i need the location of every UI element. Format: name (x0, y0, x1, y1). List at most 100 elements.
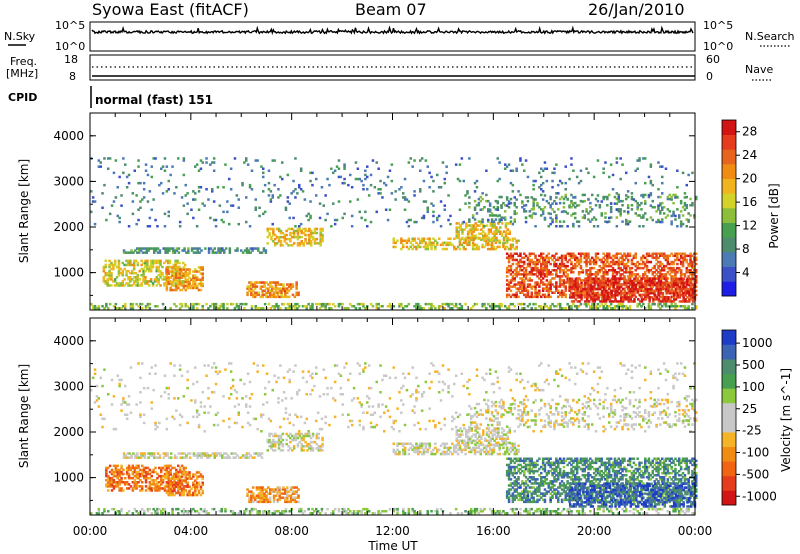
heatmap-cell (158, 249, 162, 252)
heatmap-cell (528, 252, 532, 255)
heatmap-cell (148, 487, 152, 490)
heatmap-cell (638, 225, 641, 228)
heatmap-cell (569, 294, 572, 297)
heatmap-cell (555, 252, 558, 255)
heatmap-cell (430, 305, 433, 308)
heatmap-cell (241, 251, 245, 254)
heatmap-cell (683, 204, 687, 207)
heatmap-cell (466, 230, 470, 233)
heatmap-cell (644, 287, 648, 291)
heatmap-cell (592, 266, 596, 270)
heatmap-cell (271, 305, 274, 308)
heatmap-cell (570, 291, 573, 294)
heatmap-cell (666, 214, 670, 217)
heatmap-cell (472, 238, 475, 242)
heatmap-cell (151, 265, 155, 269)
heatmap-cell (143, 247, 147, 250)
heatmap-cell (577, 273, 581, 276)
heatmap-cell (178, 280, 182, 284)
heatmap-cell (541, 256, 545, 260)
heatmap-cell (651, 256, 654, 260)
heatmap-cell (472, 226, 475, 229)
heatmap-cell (118, 307, 121, 310)
heatmap-cell (680, 289, 683, 293)
heatmap-cell (689, 264, 692, 268)
heatmap-cell (182, 487, 186, 491)
heatmap-cell (507, 271, 511, 274)
heatmap-cell (604, 161, 607, 164)
heatmap-cell (192, 491, 195, 495)
heatmap-cell (145, 247, 148, 250)
heatmap-cell (581, 252, 585, 255)
heatmap-cell (152, 470, 155, 474)
heatmap-cell (430, 202, 433, 205)
heatmap-cell (551, 277, 554, 280)
heatmap-cell (266, 229, 269, 233)
heatmap-cell (169, 487, 172, 491)
heatmap-cell (142, 269, 145, 273)
heatmap-cell (562, 254, 566, 258)
heatmap-cell (177, 247, 181, 250)
heatmap-cell (107, 489, 110, 492)
heatmap-cell (296, 192, 299, 195)
heatmap-cell (139, 452, 143, 455)
heatmap-cell (328, 307, 331, 310)
heatmap-cell (570, 254, 573, 258)
heatmap-cell (122, 157, 125, 160)
heatmap-cell (621, 305, 624, 308)
heatmap-cell (163, 485, 167, 488)
heatmap-cell (443, 302, 446, 306)
heatmap-cell (601, 298, 604, 301)
heatmap-cell (661, 266, 664, 270)
heatmap-cell (288, 302, 291, 306)
heatmap-cell (630, 260, 634, 264)
heatmap-cell (197, 270, 201, 273)
heatmap-cell (672, 266, 675, 270)
noise-tick-top-right: 10^5 (703, 19, 733, 32)
heatmap-cell (177, 251, 181, 254)
heatmap-cell (654, 277, 657, 281)
heatmap-cell (302, 449, 305, 452)
heatmap-cell (458, 302, 462, 306)
heatmap-cell (508, 238, 511, 242)
heatmap-cell (570, 279, 574, 283)
heatmap-cell (182, 159, 186, 162)
heatmap-cell (587, 283, 591, 287)
heatmap-cell (186, 202, 189, 205)
heatmap-cell (182, 479, 186, 482)
heatmap-cell (248, 285, 251, 288)
heatmap-cell (657, 285, 661, 289)
heatmap-cell (521, 200, 524, 203)
heatmap-cell (667, 292, 670, 295)
heatmap-cell (315, 242, 319, 245)
heatmap-cell (281, 244, 285, 247)
heatmap-cell (589, 296, 593, 299)
heatmap-cell (617, 208, 620, 211)
heatmap-cell (167, 276, 170, 279)
heatmap-cell (147, 456, 150, 459)
heatmap-cell (499, 230, 502, 233)
heatmap-cell (496, 245, 499, 249)
heatmap-cell (585, 258, 588, 262)
heatmap-cell (511, 279, 515, 282)
heatmap-cell (642, 289, 646, 293)
heatmap-cell (140, 282, 143, 285)
heatmap-cell (633, 279, 636, 283)
heatmap-cell (311, 183, 314, 187)
heatmap-cell (237, 305, 240, 308)
heatmap-cell (545, 260, 549, 264)
heatmap-cell (549, 197, 552, 201)
heatmap-cell (118, 487, 121, 490)
heatmap-cell (597, 281, 600, 285)
heatmap-cell (400, 237, 403, 240)
heatmap-cell (517, 295, 520, 299)
heatmap-cell (602, 283, 605, 286)
heatmap-cell (628, 275, 632, 278)
heatmap-cell (530, 266, 533, 270)
heatmap-cell (678, 293, 681, 297)
heatmap-cell (453, 237, 456, 240)
heatmap-cell (681, 305, 685, 308)
heatmap-cell (593, 296, 596, 299)
heatmap-cell (294, 157, 297, 160)
heatmap-cell (254, 208, 257, 211)
